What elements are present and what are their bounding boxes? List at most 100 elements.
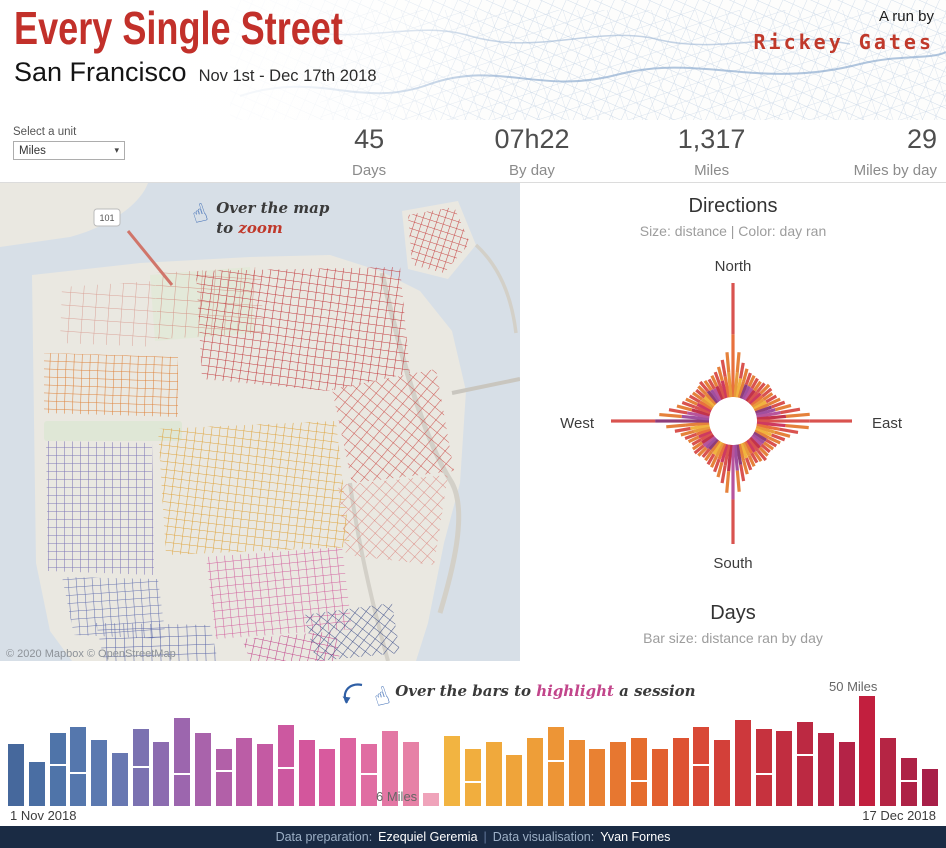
direction-bar[interactable] [701,448,711,459]
direction-bar[interactable] [735,470,741,492]
direction-bar[interactable] [710,375,719,387]
day-bar-16[interactable] [319,748,336,806]
direction-bar[interactable] [747,455,756,467]
direction-bar[interactable] [731,499,735,544]
day-bar-23[interactable] [464,748,481,806]
direction-bar[interactable] [759,383,771,395]
day-bar-40[interactable] [817,733,834,806]
direction-bar[interactable] [710,389,721,403]
direction-bar[interactable] [779,427,799,435]
direction-bar[interactable] [765,438,778,448]
direction-bar[interactable] [785,412,810,418]
direction-bar[interactable] [723,444,731,467]
direction-bar[interactable] [774,430,791,438]
direction-bar[interactable] [703,395,716,407]
direction-bar[interactable] [695,427,711,436]
direction-bar[interactable] [758,446,769,457]
direction-bar[interactable] [756,423,780,431]
day-bar-30[interactable] [610,742,627,806]
direction-bar[interactable] [741,385,751,400]
direction-bar[interactable] [674,426,691,433]
direction-bar[interactable] [768,397,781,406]
day-bar-17[interactable] [340,737,357,806]
direction-bar[interactable] [710,439,721,453]
direction-bar[interactable] [731,334,735,397]
direction-bar[interactable] [717,443,727,460]
direction-bar[interactable] [755,408,776,417]
day-bar-6[interactable] [111,753,128,806]
direction-bar[interactable] [668,408,688,415]
direction-bar[interactable] [741,442,751,457]
direction-bar[interactable] [756,414,787,421]
direction-bar[interactable] [809,419,852,423]
direction-bar[interactable] [685,421,710,427]
direction-bar[interactable] [756,421,786,428]
direction-bar[interactable] [768,436,781,445]
direction-bar[interactable] [720,465,727,484]
day-bar-26[interactable] [527,737,544,806]
day-bar-27[interactable] [547,726,564,806]
direction-bar[interactable] [691,437,703,446]
direction-bar[interactable] [751,398,765,409]
day-bar-38[interactable] [776,731,793,806]
day-bar-2[interactable] [28,762,45,806]
direction-bar[interactable] [747,375,756,387]
day-bar-5[interactable] [91,740,108,806]
day-bar-7[interactable] [132,729,149,806]
direction-bar[interactable] [713,458,721,473]
direction-bar[interactable] [655,419,709,423]
direction-bar[interactable] [754,429,770,440]
day-bar-35[interactable] [714,740,731,806]
direction-bar[interactable] [659,412,682,419]
day-bar-9[interactable] [174,718,191,806]
direction-bar[interactable] [691,391,703,401]
direction-bar[interactable] [699,400,714,411]
day-bar-19[interactable] [381,731,398,806]
direction-bar[interactable] [774,403,792,412]
direction-bar[interactable] [745,389,756,403]
direction-bar[interactable] [751,433,765,444]
direction-bar[interactable] [761,387,773,398]
direction-bar[interactable] [755,425,776,434]
day-bar-4[interactable] [70,726,87,806]
direction-bar[interactable] [748,392,762,406]
direction-bar[interactable] [695,388,706,399]
day-bar-13[interactable] [257,744,274,806]
direction-bar[interactable] [753,451,763,463]
direction-bar[interactable] [696,402,712,413]
direction-bar[interactable] [739,383,748,399]
day-bar-29[interactable] [589,748,606,806]
direction-bar[interactable] [686,411,710,419]
day-bar-21[interactable] [423,792,440,806]
direction-bar[interactable] [720,380,729,399]
day-bar-34[interactable] [693,726,710,806]
day-bar-1[interactable] [8,744,24,806]
direction-bar[interactable] [611,419,656,423]
direction-bar[interactable] [684,432,698,440]
direction-bar[interactable] [760,443,771,454]
direction-bar[interactable] [771,433,786,442]
day-bar-22[interactable] [444,735,461,806]
day-bar-10[interactable] [194,733,211,806]
direction-bar[interactable] [681,401,696,409]
day-bar-11[interactable] [215,748,232,806]
day-bar-45[interactable] [921,768,938,806]
direction-bar[interactable] [735,352,741,373]
direction-bar[interactable] [691,408,711,417]
direction-bar[interactable] [742,460,749,475]
direction-bar[interactable] [727,372,733,398]
direction-bar[interactable] [691,441,703,451]
direction-bar[interactable] [685,397,698,406]
direction-bar[interactable] [701,398,715,409]
direction-bar[interactable] [737,381,746,399]
day-bar-25[interactable] [506,755,523,806]
direction-bar[interactable] [727,444,733,472]
direction-bar[interactable] [718,383,727,399]
direction-bar[interactable] [715,442,725,457]
direction-bar[interactable] [687,435,700,444]
day-bar-28[interactable] [568,740,585,806]
direction-bar[interactable] [735,378,743,398]
direction-bar[interactable] [698,429,712,439]
day-bar-15[interactable] [298,740,315,806]
sf-streets-map[interactable]: 101 [0,183,521,662]
